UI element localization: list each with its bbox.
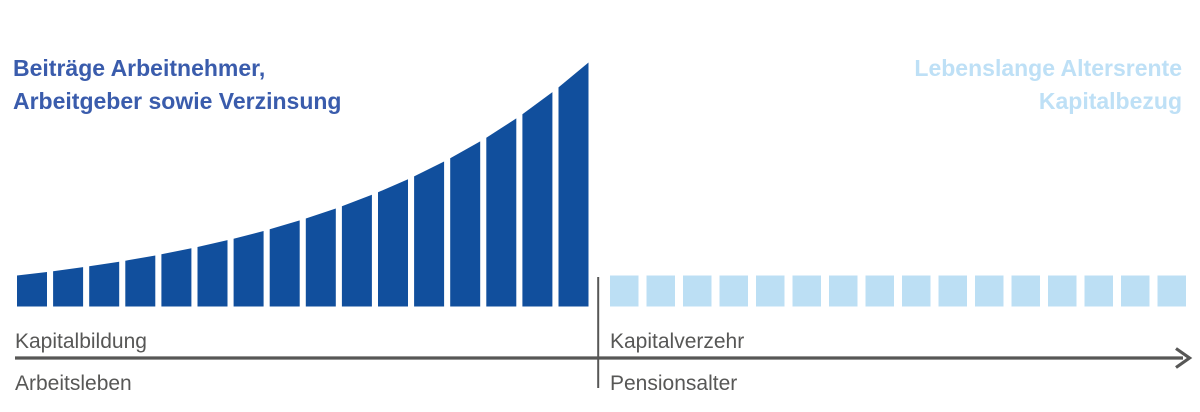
phase-label-kapitalbildung: Kapitalbildung bbox=[15, 330, 147, 353]
payout-bar-12 bbox=[1048, 275, 1077, 307]
payout-title: Lebenslange Altersrente Kapitalbezug bbox=[914, 52, 1182, 118]
payout-bar-11 bbox=[1011, 275, 1040, 307]
period-label-arbeitsleben: Arbeitsleben bbox=[15, 372, 132, 395]
accumulation-bar-15 bbox=[558, 62, 589, 307]
payout-bar-6 bbox=[829, 275, 858, 307]
accumulation-bar-1 bbox=[53, 267, 84, 307]
payout-title-line2: Kapitalbezug bbox=[1038, 88, 1182, 114]
accumulation-bar-13 bbox=[486, 118, 517, 307]
payout-bar-3 bbox=[719, 275, 748, 307]
payout-bar-9 bbox=[938, 275, 967, 307]
accumulation-bar-0 bbox=[17, 271, 47, 307]
accumulation-bar-12 bbox=[450, 141, 481, 307]
accumulation-bar-8 bbox=[305, 208, 336, 307]
phase-divider-line bbox=[597, 277, 600, 388]
period-label-pensionsalter: Pensionsalter bbox=[610, 372, 738, 395]
payout-bar-10 bbox=[975, 275, 1004, 307]
accumulation-bar-14 bbox=[522, 92, 553, 307]
payout-bar-5 bbox=[792, 275, 821, 307]
accumulation-title: Beiträge Arbeitnehmer, Arbeitgeber sowie… bbox=[13, 52, 341, 118]
accumulation-bar-5 bbox=[197, 240, 228, 307]
payout-bar-1 bbox=[646, 275, 675, 307]
payout-bar-13 bbox=[1084, 275, 1113, 307]
payout-bar-2 bbox=[683, 275, 712, 307]
payout-bar-15 bbox=[1157, 275, 1186, 307]
accumulation-title-line1: Beiträge Arbeitnehmer, bbox=[13, 55, 266, 81]
timeline-arrowhead-icon bbox=[1175, 347, 1193, 369]
payout-bar-7 bbox=[865, 275, 894, 307]
accumulation-bar-9 bbox=[341, 194, 372, 307]
accumulation-bar-7 bbox=[269, 220, 300, 307]
payout-bar-8 bbox=[902, 275, 931, 307]
payout-title-line1: Lebenslange Altersrente bbox=[914, 55, 1182, 81]
payout-bar-4 bbox=[756, 275, 785, 307]
accumulation-bar-11 bbox=[414, 161, 445, 307]
accumulation-bar-3 bbox=[125, 255, 156, 307]
accumulation-bar-4 bbox=[161, 248, 192, 307]
phase-label-kapitalverzehr: Kapitalverzehr bbox=[610, 330, 745, 353]
payout-bar-14 bbox=[1121, 275, 1150, 307]
accumulation-bar-10 bbox=[378, 179, 408, 307]
payout-bar-0 bbox=[610, 275, 639, 307]
accumulation-bar-2 bbox=[89, 261, 120, 307]
accumulation-bar-6 bbox=[233, 230, 264, 307]
accumulation-title-line2: Arbeitgeber sowie Verzinsung bbox=[13, 88, 342, 114]
